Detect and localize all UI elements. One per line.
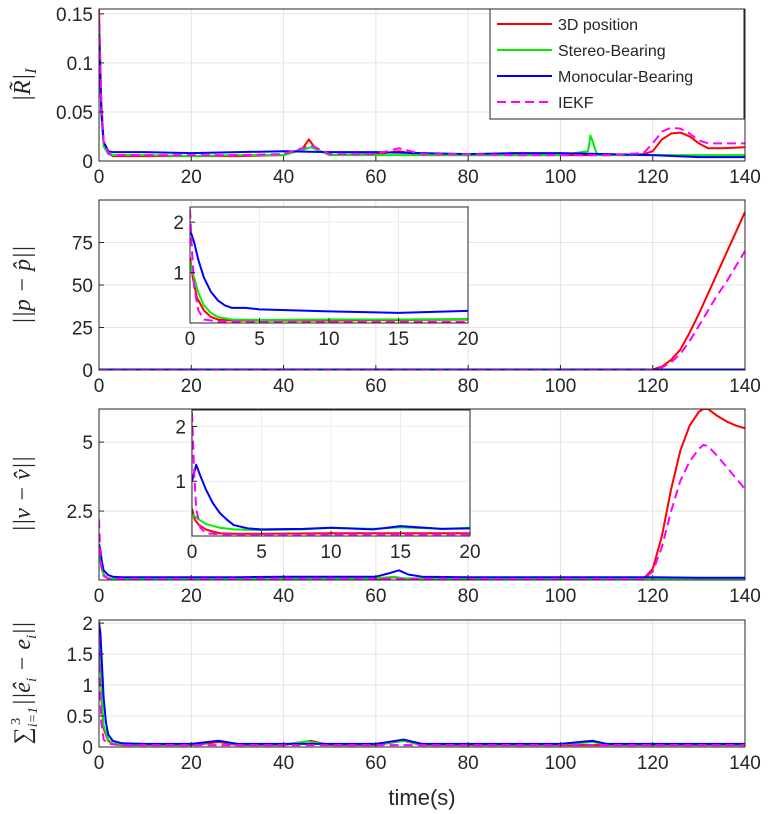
x-tick-label: 0: [94, 167, 105, 188]
x-tick-label: 120: [637, 753, 669, 774]
x-tick-label: 60: [365, 586, 386, 607]
series-group: [192, 412, 470, 536]
y-axis-label: |R̃|I: [9, 68, 40, 102]
x-tick-label: 100: [545, 753, 577, 774]
legend: 3D position Stereo-Bearing Monocular-Beari…: [489, 8, 745, 120]
x-tick-label: 80: [458, 586, 479, 607]
x-tick-label: 140: [729, 167, 761, 188]
y-tick-label: 1: [175, 472, 186, 493]
y-axis-label: ||v − v̂||: [10, 456, 36, 532]
series-line-stereo-bearing: [99, 23, 745, 158]
series-line-monocular-bearing: [190, 229, 468, 314]
legend-label: 3D position: [558, 17, 638, 34]
legend-label: IEKF: [558, 95, 594, 112]
y-tick-label: 25: [72, 319, 93, 340]
x-tick-label: 0: [94, 376, 105, 397]
axes-frame: [98, 408, 746, 581]
x-tick-label: 15: [388, 329, 409, 350]
x-tick-label: 5: [256, 542, 267, 563]
y-tick-label: 0.15: [56, 5, 93, 26]
y-tick-label: 1: [82, 676, 93, 697]
y-axis-label: ||p − p̂||: [10, 246, 36, 325]
y-tick-label: 2: [82, 614, 93, 635]
x-tick-label: 80: [458, 376, 479, 397]
x-tick-label: 40: [273, 376, 294, 397]
y-tick-label: 0: [82, 361, 93, 382]
x-tick-label: 0: [94, 753, 105, 774]
x-tick-label: 20: [181, 586, 202, 607]
x-tick-label: 0: [187, 542, 198, 563]
series-line-monocular-bearing: [99, 543, 745, 579]
y-tick-label: 1: [173, 264, 184, 285]
x-tick-label: 20: [457, 329, 478, 350]
inset-axes-1: 0 5 10 15 20 1 2: [173, 206, 479, 350]
y-tick-label: 50: [72, 276, 93, 297]
x-tick-label: 20: [181, 376, 202, 397]
axes-frame: [98, 8, 746, 162]
x-tick-label: 120: [637, 167, 669, 188]
x-tick-label: 40: [273, 586, 294, 607]
series-line-stereo-bearing: [190, 262, 468, 321]
x-tick-label: 10: [318, 329, 339, 350]
plot-area: [99, 620, 745, 747]
series-line-iekf: [99, 443, 745, 580]
x-tick-label: 10: [320, 542, 341, 563]
x-tick-label: 100: [545, 376, 577, 397]
x-tick-label: 80: [458, 167, 479, 188]
series-group: [99, 409, 745, 580]
legend-label: Monocular-Bearing: [558, 69, 693, 86]
legend-label: Stereo-Bearing: [558, 43, 666, 60]
series-line-monocular-bearing: [192, 463, 470, 531]
x-tick-label: 140: [729, 753, 761, 774]
series-group: [190, 209, 468, 323]
series-line-iekf: [192, 412, 470, 536]
x-tick-label: 20: [181, 753, 202, 774]
y-tick-label: 0.05: [56, 103, 93, 124]
y-tick-label: 5: [82, 433, 93, 454]
x-tick-label: 40: [273, 753, 294, 774]
x-tick-label: 80: [458, 753, 479, 774]
series-line-monocular-bearing: [99, 622, 745, 745]
x-tick-label: 20: [181, 167, 202, 188]
panel-4: 0 20 40 60 80 100 120 140 0 0.5 1 1.5 2: [67, 614, 761, 774]
x-tick-label: 100: [545, 167, 577, 188]
x-tick-label: 60: [365, 753, 386, 774]
x-tick-label: 15: [390, 542, 411, 563]
x-tick-label: 120: [637, 376, 669, 397]
x-tick-label: 120: [637, 586, 669, 607]
y-tick-label: 2: [175, 417, 186, 438]
x-tick-label: 40: [273, 167, 294, 188]
x-tick-label: 20: [459, 542, 480, 563]
y-tick-label: 2.5: [67, 502, 93, 523]
x-tick-label: 60: [365, 376, 386, 397]
x-tick-label: 0: [185, 329, 196, 350]
y-tick-label: 0.1: [67, 54, 93, 75]
series-line-iekf: [190, 209, 468, 323]
legend-box: [489, 8, 745, 120]
y-tick-label: 0: [82, 738, 93, 759]
axes-frame: [98, 619, 746, 748]
y-axis-label: ∑i=13 ||êi − ei||: [9, 622, 41, 745]
series-group: [99, 9, 745, 159]
series-line-3d-position: [192, 508, 470, 535]
x-tick-label: 100: [545, 586, 577, 607]
x-axis-label: time(s): [388, 785, 455, 810]
x-tick-label: 5: [254, 329, 265, 350]
x-tick-label: 140: [729, 376, 761, 397]
y-tick-label: 75: [72, 234, 93, 255]
inset-axes-2: 0 5 10 15 20 1 2: [175, 409, 481, 563]
y-tick-label: 1.5: [67, 645, 93, 666]
y-tick-label: 0.5: [67, 707, 93, 728]
y-tick-label: 0: [82, 152, 93, 173]
x-tick-label: 60: [365, 167, 386, 188]
x-tick-label: 140: [729, 586, 761, 607]
x-tick-label: 0: [94, 586, 105, 607]
y-tick-label: 2: [173, 213, 184, 234]
